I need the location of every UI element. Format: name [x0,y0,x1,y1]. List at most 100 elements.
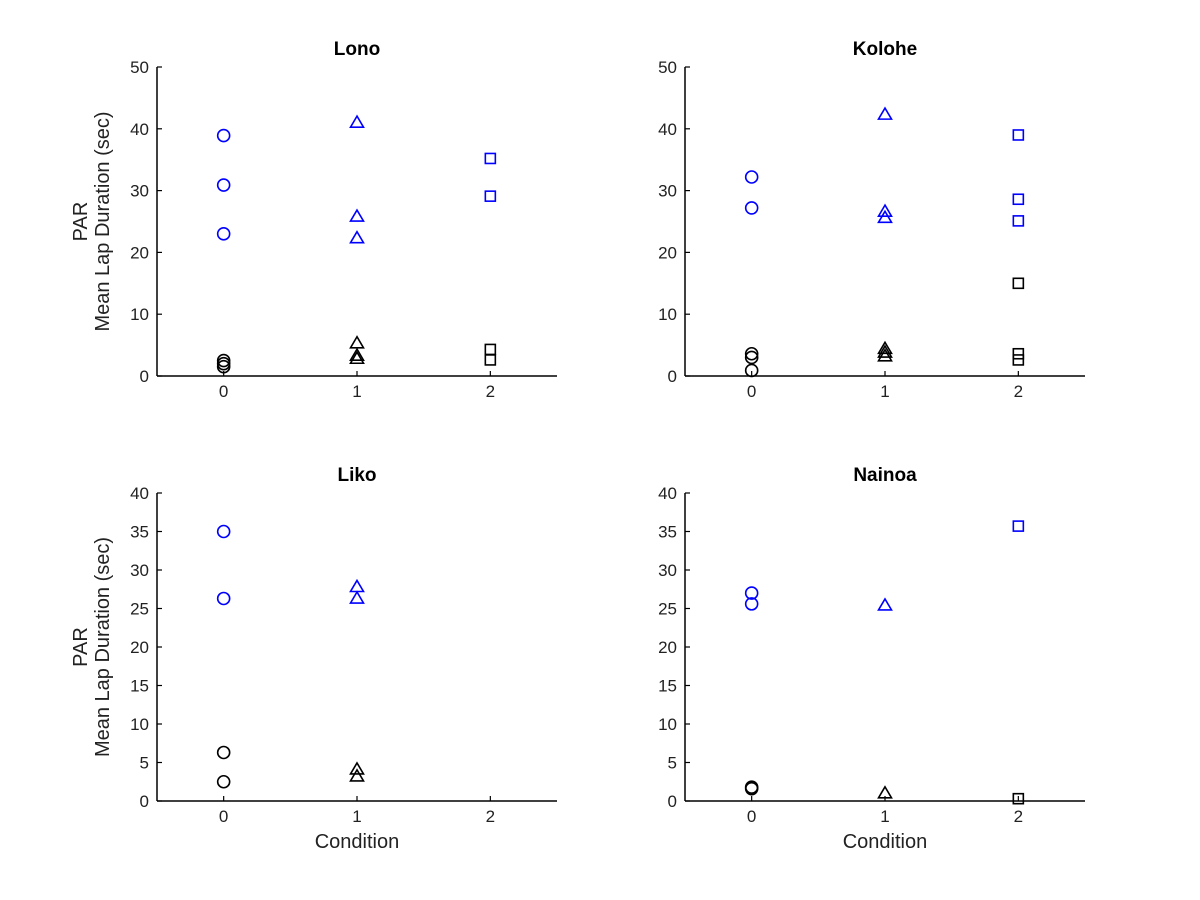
y-tick-label: 10 [130,715,149,734]
data-point-triangle [877,340,893,355]
data-point-circle [216,359,231,374]
data-point-triangle [349,230,365,244]
y-axis-label: PAR [70,202,92,242]
data-point-circle [216,591,231,606]
y-tick-label: 10 [658,715,677,734]
x-tick-label: 1 [880,382,889,401]
x-tick-label: 1 [880,807,889,826]
data-point-triangle [349,761,365,775]
y-tick-label: 35 [658,523,677,542]
data-point-circle [216,128,231,143]
y-tick-label: 15 [658,677,677,696]
data-point-triangle [877,597,893,611]
subplot-nainoa: 0 5 10 15 20 25 30 35 40 0 1 2 Nainoa Condition [658,465,1085,853]
data-point-circle [216,178,231,192]
data-point-square [1012,354,1025,366]
y-tick-label: 40 [658,120,677,139]
y-tick-label: 0 [668,367,677,386]
data-point-triangle [349,335,365,349]
y-tick-label: 20 [658,638,677,657]
x-tick-label: 2 [1014,807,1023,826]
data-point-circle [744,170,759,184]
data-point-triangle [349,347,365,361]
data-point-square [1012,347,1025,360]
data-point-square [484,343,497,356]
data-point-triangle [349,590,365,604]
x-tick-label: 0 [219,807,228,826]
y-tick-label: 50 [658,58,677,77]
data-point-square [1012,520,1025,532]
data-point-circle [744,781,759,796]
data-point-square [1012,277,1025,290]
data-point-triangle [349,208,365,222]
x-tick-label: 0 [747,807,756,826]
data-point-triangle [877,203,893,217]
y-tick-label: 25 [130,600,149,619]
subplot-kolohe: 0 10 20 30 40 50 0 1 2 Kolohe [658,39,1085,401]
subplot-title: Kolohe [853,39,917,60]
data-point-circle [216,774,231,789]
data-point-triangle [877,344,893,358]
data-point-circle [744,586,759,600]
y-tick-label: 0 [140,792,149,811]
data-point-triangle [349,578,365,593]
y-tick-label: 10 [658,305,677,324]
data-point-triangle [877,785,893,799]
y-tick-label: 25 [658,600,677,619]
y-tick-label: 0 [140,367,149,386]
data-point-triangle [877,348,893,362]
y-tick-label: 35 [130,523,149,542]
y-axis-label: Mean Lap Duration (sec) [92,111,114,331]
data-point-circle [744,597,759,611]
y-tick-label: 20 [130,638,149,657]
data-point-square [484,190,497,202]
data-point-square [484,354,497,366]
data-point-square [484,152,497,165]
y-tick-label: 20 [130,243,149,262]
data-point-square [1012,193,1025,206]
y-tick-label: 50 [130,58,149,77]
x-axis-label: Condition [843,831,928,853]
data-point-circle [216,227,231,241]
x-tick-label: 1 [352,382,361,401]
y-tick-label: 20 [658,243,677,262]
subplot-liko: 0 5 10 15 20 25 30 35 40 0 1 2 Liko Condition PAR Mean … [70,465,557,853]
y-tick-label: 40 [130,120,149,139]
data-point-square [1012,792,1025,805]
subplot-title: Nainoa [853,465,917,486]
y-tick-label: 0 [668,792,677,811]
x-tick-label: 0 [747,382,756,401]
x-tick-label: 2 [1014,382,1023,401]
y-tick-label: 10 [130,305,149,324]
y-tick-label: 15 [130,677,149,696]
y-axis-label: Mean Lap Duration (sec) [92,537,114,757]
data-point-square [1012,215,1025,227]
y-tick-label: 30 [658,182,677,201]
x-tick-label: 1 [352,807,361,826]
x-tick-label: 2 [486,807,495,826]
data-point-triangle [349,350,365,365]
x-tick-label: 0 [219,382,228,401]
y-tick-label: 30 [130,561,149,580]
y-tick-label: 30 [130,182,149,201]
data-point-triangle [877,209,893,224]
subplot-title: Liko [337,465,376,486]
x-tick-label: 2 [486,382,495,401]
y-tick-label: 5 [668,754,677,773]
data-point-circle [216,524,231,539]
data-point-triangle [349,114,365,128]
x-axis-label: Condition [315,831,400,853]
subplot-title: Lono [334,39,380,60]
y-axis-label: PAR [70,627,92,667]
data-point-circle [216,745,231,760]
data-point-circle [744,363,759,378]
y-tick-label: 30 [658,561,677,580]
data-point-circle [744,346,759,361]
data-point-circle [744,201,759,215]
subplot-lono: 0 10 20 30 40 50 0 1 2 Lono PAR Mean Lap Duration (… [70,39,557,401]
data-point-square [1012,129,1025,141]
y-tick-label: 5 [140,754,149,773]
data-point-triangle [349,768,365,782]
data-point-triangle [877,106,893,120]
